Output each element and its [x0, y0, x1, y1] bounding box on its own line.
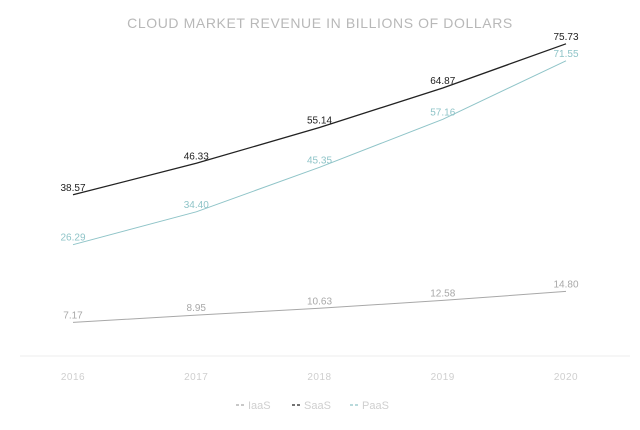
series-data-labels: 7.17 8.95 10.63 12.58 14.80 38.57 46.33 55.14 64…: [60, 32, 578, 322]
x-tick-label: 2020: [554, 372, 578, 383]
data-label-iaas: 14.80: [553, 279, 578, 290]
legend-item-iaas: IaaS: [236, 400, 271, 412]
data-label-paas: 34.40: [184, 200, 209, 211]
data-label-paas: 45.35: [307, 155, 332, 166]
data-label-iaas: 12.58: [430, 288, 455, 299]
series-lines: [72, 43, 567, 323]
legend-label: SaaS: [304, 400, 331, 412]
data-label-saas: 55.14: [307, 115, 332, 126]
data-label-saas: 64.87: [430, 76, 455, 87]
legend-label: PaaS: [362, 400, 389, 412]
data-label-paas: 26.29: [60, 233, 85, 244]
data-label-paas: 57.16: [430, 107, 455, 118]
series-line-paas: [72, 60, 567, 246]
chart-title: CLOUD MARKET REVENUE IN BILLIONS OF DOLL…: [127, 15, 513, 31]
data-label-saas: 46.33: [184, 151, 209, 162]
data-label-saas: 38.57: [60, 183, 85, 194]
series-line-iaas: [72, 290, 567, 323]
legend-item-paas: PaaS: [350, 400, 389, 412]
x-tick-label: 2016: [61, 372, 85, 383]
data-label-iaas: 8.95: [187, 303, 207, 314]
data-label-iaas: 7.17: [63, 310, 83, 321]
series-line-saas: [72, 43, 567, 196]
legend: IaaS SaaS PaaS: [236, 400, 389, 412]
data-label-saas: 75.73: [553, 32, 578, 43]
x-axis-ticks: 2016 2017 2018 2019 2020: [61, 372, 578, 383]
x-tick-label: 2017: [184, 372, 208, 383]
legend-label: IaaS: [248, 400, 271, 412]
data-label-iaas: 10.63: [307, 296, 332, 307]
x-tick-label: 2019: [431, 372, 455, 383]
data-label-paas: 71.55: [553, 49, 578, 60]
legend-item-saas: SaaS: [292, 400, 331, 412]
x-tick-label: 2018: [307, 372, 331, 383]
